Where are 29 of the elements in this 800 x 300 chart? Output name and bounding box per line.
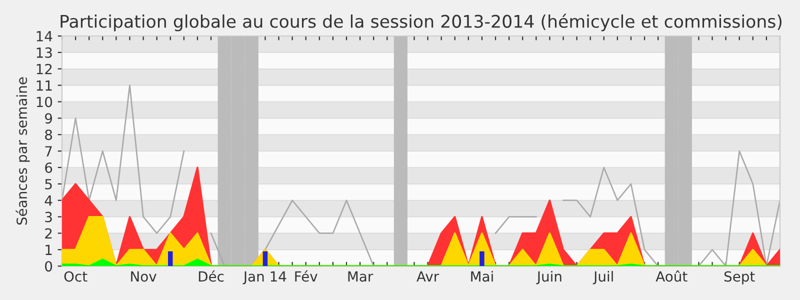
y-tick-label: 7 — [45, 146, 52, 156]
y-tick-label: 3 — [45, 212, 52, 222]
y-tick-label: 10 — [36, 96, 52, 108]
x-tick-label: Juil — [592, 270, 613, 284]
x-tick-label: Nov — [131, 271, 156, 282]
y-tick-label: 5 — [45, 179, 52, 190]
y-tick-label: 11 — [36, 80, 52, 91]
y-tick-label: 2 — [45, 228, 52, 239]
x-tick-label: Déc — [198, 270, 224, 282]
x-tick-label: Avr — [416, 271, 440, 282]
x-tick-label: Août — [656, 270, 688, 282]
y-tick-label: 9 — [45, 113, 52, 124]
y-tick-label: 1 — [46, 244, 52, 255]
y-tick-label: 6 — [45, 162, 52, 173]
y-tick-label: 4 — [44, 196, 52, 206]
x-tick-label: Sept — [724, 271, 755, 284]
x-tick-label: Fév — [295, 270, 318, 282]
y-tick-label: 14 — [36, 31, 52, 42]
y-tick-label: 12 — [36, 64, 52, 74]
x-tick-label: Jan 14 — [242, 271, 286, 284]
x-tick-label: Oct — [64, 271, 88, 282]
y-tick-label: 13 — [36, 47, 52, 58]
chart-title: Participation globale au cours de la session 2013-2014 (hémicycle et commissions) — [60, 14, 782, 32]
x-tick-label: Mar — [348, 271, 374, 282]
y-tick-label: 0 — [45, 261, 52, 272]
y-axis-title: Séances par semaine — [16, 77, 30, 225]
y-tick-label: 8 — [45, 130, 52, 140]
x-tick-label: Juin — [536, 270, 562, 284]
x-tick-label: Mai — [471, 270, 493, 282]
